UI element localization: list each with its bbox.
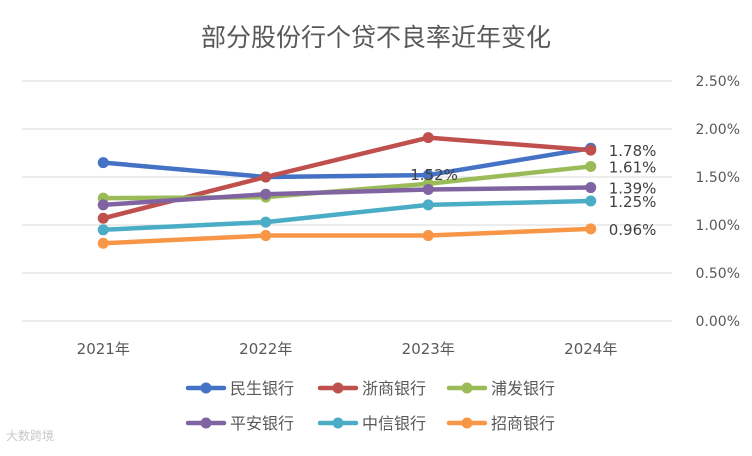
data-point xyxy=(585,160,597,172)
legend-item[interactable]: 平安银行 xyxy=(185,414,294,433)
legend-swatch-marker xyxy=(461,417,473,429)
legend-swatch-marker xyxy=(332,382,344,394)
legend-item[interactable]: 浙商银行 xyxy=(317,379,426,398)
data-point xyxy=(585,182,597,194)
legend-label: 平安银行 xyxy=(230,414,294,433)
legend-label: 浙商银行 xyxy=(362,379,426,398)
data-point xyxy=(260,216,272,228)
y-axis-ticks: 0.00% 0.50% 1.00% 1.50% 2.00% 2.50% xyxy=(696,74,740,330)
legend-item[interactable]: 浦发银行 xyxy=(446,379,555,398)
y-tick-label: 0.50% xyxy=(696,266,740,282)
legend-label: 招商银行 xyxy=(491,414,555,433)
legend-swatch-marker xyxy=(200,382,212,394)
data-label: 1.52% xyxy=(410,166,458,184)
data-point xyxy=(97,212,109,224)
y-tick-label: 1.00% xyxy=(696,218,740,234)
y-tick-label: 2.50% xyxy=(696,74,740,90)
chart-title: 部分股份行个贷不良率近年变化 xyxy=(201,23,551,52)
data-point xyxy=(422,230,434,242)
data-point xyxy=(97,157,109,169)
x-axis-ticks: 2021年 2022年 2023年 2024年 xyxy=(77,340,618,358)
data-point xyxy=(97,199,109,211)
data-labels: 1.52% 1.78%1.61% 1.39%1.25% 0.96% xyxy=(410,142,656,239)
data-point xyxy=(422,169,434,181)
x-tick-label: 2021年 xyxy=(77,340,130,358)
data-label: 1.39% xyxy=(609,180,657,198)
legend-swatch-marker xyxy=(200,417,212,429)
legend-item[interactable]: 民生银行 xyxy=(185,379,294,398)
series-line xyxy=(101,226,593,246)
legend-swatch-marker xyxy=(332,417,344,429)
data-point xyxy=(585,223,597,235)
series-line xyxy=(101,145,593,180)
data-label: 1.25% xyxy=(609,193,657,211)
data-point xyxy=(260,171,272,183)
series-layer xyxy=(97,132,597,249)
legend-item[interactable]: 中信银行 xyxy=(317,414,426,433)
legend-label: 民生银行 xyxy=(230,379,294,398)
data-label: 1.78% xyxy=(609,142,657,160)
data-point xyxy=(422,183,434,195)
data-point xyxy=(422,199,434,211)
data-point xyxy=(260,188,272,200)
y-tick-label: 2.00% xyxy=(696,122,740,138)
data-point xyxy=(422,132,434,144)
legend-swatch-marker xyxy=(461,382,473,394)
data-point xyxy=(97,237,109,249)
y-tick-label: 0.00% xyxy=(696,314,740,330)
legend-label: 中信银行 xyxy=(362,414,426,433)
legend-label: 浦发银行 xyxy=(491,379,555,398)
x-tick-label: 2024年 xyxy=(564,340,617,358)
data-label: 0.96% xyxy=(609,221,657,239)
y-tick-label: 1.50% xyxy=(696,170,740,186)
data-point xyxy=(97,224,109,236)
series-line xyxy=(101,198,593,233)
data-point xyxy=(585,144,597,156)
legend-item[interactable]: 招商银行 xyxy=(446,414,555,433)
gridlines xyxy=(22,80,672,322)
series-line xyxy=(101,185,593,208)
data-point xyxy=(260,230,272,242)
x-tick-label: 2023年 xyxy=(402,340,455,358)
data-point xyxy=(585,195,597,207)
x-tick-label: 2022年 xyxy=(239,340,292,358)
watermark: 大数跨境 xyxy=(6,429,55,443)
data-label: 1.61% xyxy=(609,158,657,176)
